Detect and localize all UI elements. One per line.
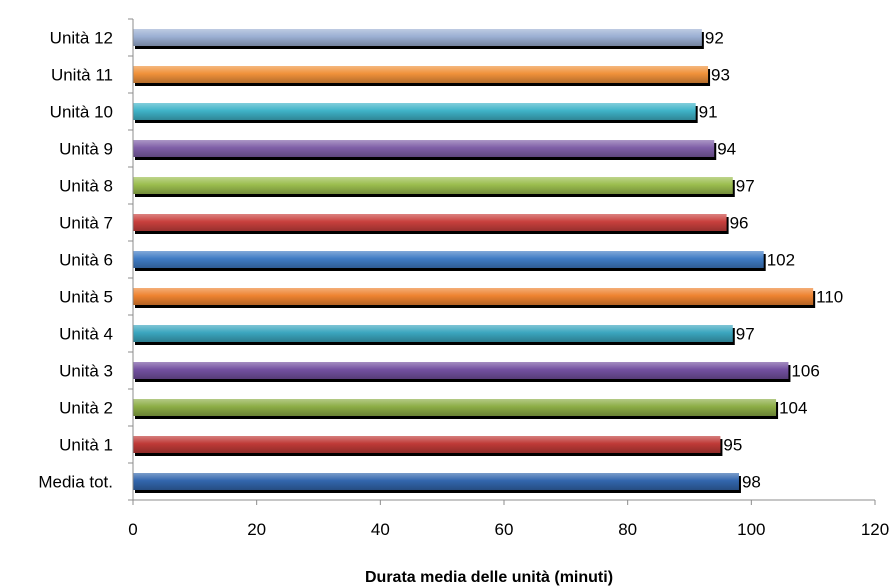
value-label: 92 <box>705 29 724 48</box>
bar <box>133 140 715 157</box>
value-label: 98 <box>742 473 761 492</box>
bar <box>133 29 702 46</box>
x-tick-labels: 0 20 40 60 80 100 120 <box>128 520 889 539</box>
value-label: 93 <box>711 66 730 85</box>
x-tick-label: 0 <box>128 520 137 539</box>
value-label: 91 <box>699 103 718 122</box>
x-tick-label: 60 <box>495 520 514 539</box>
category-label: Media tot. <box>38 473 113 492</box>
axes <box>128 18 876 505</box>
x-tick-label: 40 <box>371 520 390 539</box>
x-tick-label: 120 <box>861 520 889 539</box>
bar <box>133 103 696 120</box>
x-tick-label: 20 <box>247 520 266 539</box>
bar <box>133 177 733 194</box>
bars-group <box>133 29 816 493</box>
value-label: 95 <box>723 436 742 455</box>
x-axis-title: Durata media delle unità (minuti) <box>365 569 613 586</box>
category-label: Unità 2 <box>59 399 113 418</box>
bar <box>133 251 764 268</box>
category-label: Unità 1 <box>59 436 113 455</box>
value-label: 104 <box>779 399 807 418</box>
bar <box>133 436 721 453</box>
bar <box>133 399 777 416</box>
category-label: Unità 3 <box>59 362 113 381</box>
x-tick-label: 100 <box>737 520 765 539</box>
category-label: Unità 4 <box>59 325 113 344</box>
value-label: 106 <box>791 362 819 381</box>
category-label: Unità 8 <box>59 177 113 196</box>
bar <box>133 325 733 342</box>
category-label: Unità 6 <box>59 251 113 270</box>
value-label: 97 <box>736 177 755 196</box>
bar <box>133 288 814 305</box>
category-label: Unità 9 <box>59 140 113 159</box>
category-labels: Unità 12 Unità 11 Unità 10 Unità 9 Unità 8 Un… <box>38 29 113 492</box>
category-label: Unità 11 <box>51 66 113 85</box>
bar <box>133 214 727 231</box>
category-label: Unità 12 <box>50 29 113 48</box>
value-label: 96 <box>730 214 749 233</box>
category-label: Unità 10 <box>50 103 113 122</box>
category-label: Unità 5 <box>59 288 113 307</box>
value-label: 110 <box>816 288 843 307</box>
bar <box>133 473 739 490</box>
value-label: 102 <box>767 251 795 270</box>
category-label: Unità 7 <box>59 214 113 233</box>
bar <box>133 362 789 379</box>
x-tick-label: 80 <box>618 520 637 539</box>
value-label: 97 <box>736 325 755 344</box>
bar <box>133 66 709 83</box>
value-label: 94 <box>717 140 736 159</box>
